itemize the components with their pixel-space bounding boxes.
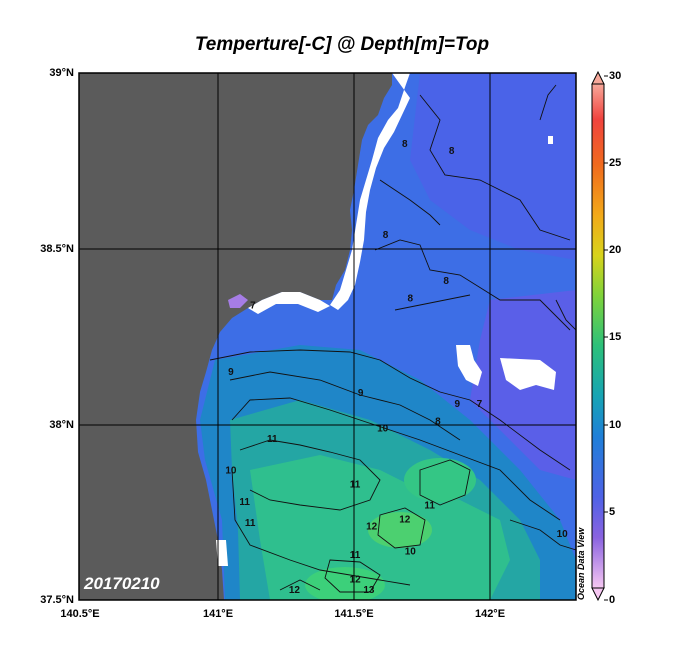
contour-label: 11 xyxy=(424,501,435,512)
graticule xyxy=(79,73,576,600)
contour-label: 10 xyxy=(377,423,389,434)
lat-tick-label: 39°N xyxy=(49,67,74,79)
cloud-no-data-2 xyxy=(500,358,556,390)
contour-label: 8 xyxy=(402,139,408,150)
colorbar-tick-label: 0 xyxy=(609,594,616,606)
contour-label: 8 xyxy=(383,230,389,241)
ocean-offshore-cool xyxy=(410,73,576,260)
contour-label: 10 xyxy=(225,466,237,477)
contour-label: 12 xyxy=(289,585,301,596)
contour-label: 11 xyxy=(267,434,278,445)
contour-label: 7 xyxy=(250,300,256,311)
colorbar-tick-label: 10 xyxy=(609,419,622,431)
odv-watermark: Ocean Data View xyxy=(576,527,586,600)
contour-label: 11 xyxy=(350,480,361,491)
contour-label: 12 xyxy=(350,574,362,585)
contour-label: 9 xyxy=(358,388,364,399)
map-title: Temperture[-C] @ Depth[m]=Top xyxy=(194,34,490,55)
warm-core xyxy=(368,512,432,548)
contour-label: 8 xyxy=(443,276,449,287)
map-frame xyxy=(78,72,577,601)
bay-no-data xyxy=(248,292,330,314)
colorbar-tick-label: 5 xyxy=(609,506,616,518)
contour-label: 10 xyxy=(557,529,569,540)
lon-tick-label: 141.5°E xyxy=(334,608,374,620)
lon-tick-label: 142°E xyxy=(474,608,506,620)
contour-label: 11 xyxy=(245,518,256,529)
contour-label: 9 xyxy=(455,399,461,410)
contour-label: 13 xyxy=(363,585,375,596)
lat-tick-label: 37.5°N xyxy=(40,594,74,606)
speck-no-data xyxy=(548,136,553,144)
colorbar-tick-label: 20 xyxy=(609,244,622,256)
lon-tick-label: 140.5°E xyxy=(60,608,100,620)
contour-label: 11 xyxy=(239,497,250,508)
contour-lines xyxy=(209,84,576,593)
colorbar-gradient xyxy=(591,83,605,589)
colorbar-tick-label: 15 xyxy=(609,331,622,343)
contour-label: 11 xyxy=(350,550,361,561)
contour-label: 8 xyxy=(449,146,455,157)
contour-label: 10 xyxy=(405,546,417,557)
colorbar-max-arrow xyxy=(591,70,605,85)
contour-label: 8 xyxy=(435,416,441,427)
colorbar xyxy=(591,70,608,602)
lon-tick-label: 141°E xyxy=(202,608,234,620)
coastal-no-data xyxy=(330,73,410,310)
contour-label: 12 xyxy=(399,515,411,526)
colorbar-tick-label: 30 xyxy=(609,70,622,82)
inlet-cold-patch xyxy=(228,294,248,308)
colorbar-min-arrow xyxy=(591,587,605,602)
land-area xyxy=(79,73,392,600)
lat-tick-label: 38°N xyxy=(49,419,74,431)
cloud-no-data-1 xyxy=(456,345,482,386)
contour-label: 7 xyxy=(477,399,483,410)
coastal-no-data-south xyxy=(216,540,228,566)
colorbar-tick-label: 25 xyxy=(609,157,622,169)
date-stamp: 20170210 xyxy=(84,574,160,593)
contour-label: 9 xyxy=(228,367,234,378)
contour-label: 8 xyxy=(408,293,414,304)
lat-tick-label: 38.5°N xyxy=(40,243,74,255)
contour-label: 12 xyxy=(366,522,378,533)
